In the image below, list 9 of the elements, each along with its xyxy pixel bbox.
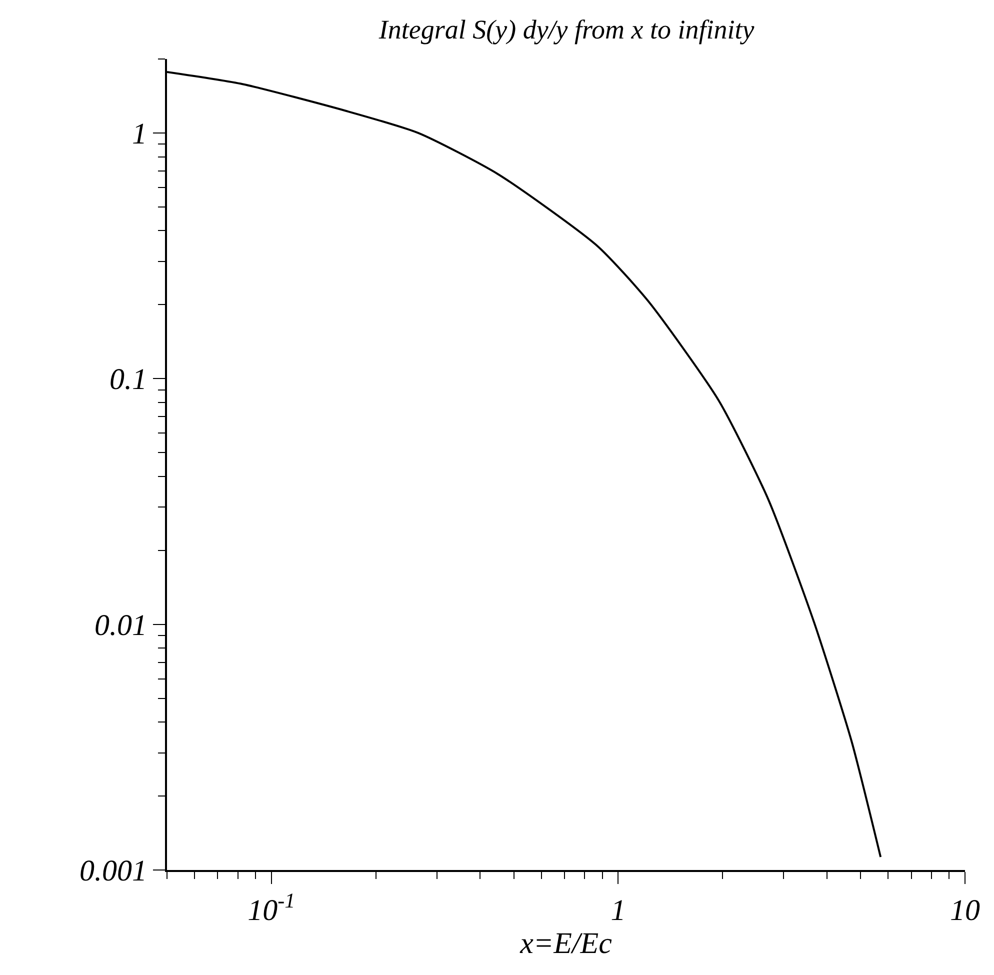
y-tick-label: 0.1 (110, 363, 147, 396)
chart-title: Integral S(y) dy/y from x to infinity (378, 14, 754, 44)
x-axis-title: x=E/Ec (519, 927, 612, 960)
y-tick-label: 0.01 (94, 608, 147, 642)
x-tick-label: 10$^{-1}$ (248, 888, 296, 927)
x-tick-label: 10 (950, 894, 980, 927)
x-tick-label: 1 (610, 894, 626, 927)
y-tick-label: 1 (132, 117, 147, 150)
y-tick-label: 0.001 (80, 854, 147, 888)
